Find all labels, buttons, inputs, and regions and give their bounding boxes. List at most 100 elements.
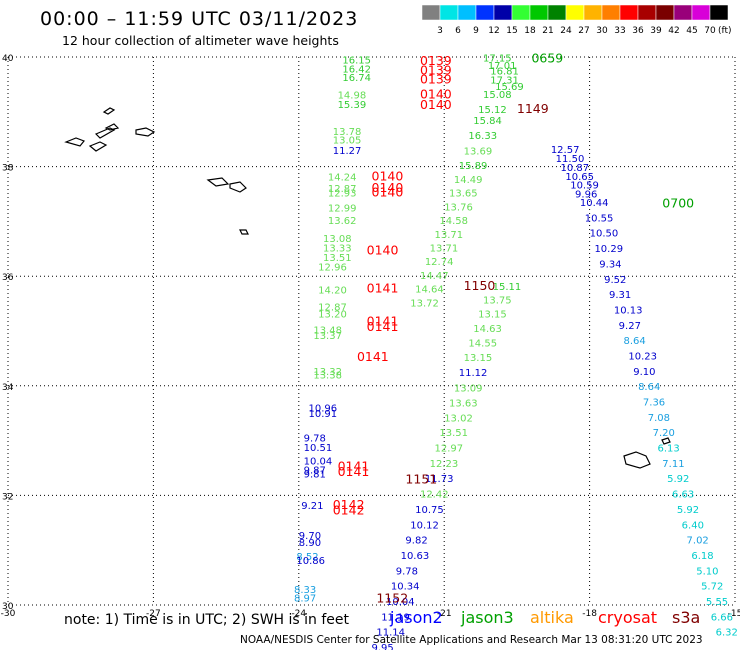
- swh-value-label: 16.81: [490, 67, 519, 78]
- island-outline: [94, 127, 116, 139]
- island-outline: [104, 123, 120, 131]
- swh-value-label: 9.10: [633, 367, 655, 378]
- pass-time-label: 0141: [367, 281, 399, 296]
- island-outline: [135, 127, 156, 137]
- map-title: 00:00 – 11:59 UTC 03/11/2023: [40, 8, 359, 30]
- swh-value-label: 11.27: [333, 146, 362, 157]
- pass-time-label: 1149: [517, 101, 549, 116]
- swh-value-label: 16.42: [342, 64, 371, 75]
- swh-value-label: 6.13: [657, 444, 679, 455]
- swh-value-label: 8.64: [624, 336, 646, 347]
- island-outline: [102, 107, 116, 115]
- island-outline: [206, 177, 230, 187]
- swh-value-label: 10.65: [565, 172, 594, 183]
- lon-tick-label: -15: [728, 609, 740, 619]
- pass-time-label: 0142: [333, 497, 365, 512]
- swh-value-label: 9.87: [304, 465, 326, 476]
- swh-value-label: 13.38: [313, 371, 342, 382]
- swh-value-label: 12.93: [328, 189, 357, 200]
- swh-value-label: 13.37: [313, 331, 342, 342]
- pass-time-label: 0140: [420, 97, 452, 112]
- pass-time-label: 1151: [405, 471, 437, 486]
- pass-time-label: 0139: [420, 71, 452, 86]
- legend-jason3: jason3: [461, 608, 514, 627]
- swh-value-label: 13.69: [464, 147, 493, 158]
- swh-value-label: 13.71: [430, 244, 459, 255]
- map-subtitle: 12 hour collection of altimeter wave hei…: [62, 33, 339, 48]
- swh-value-label: 10.87: [561, 163, 590, 174]
- swh-value-label: 5.10: [696, 566, 718, 577]
- swh-value-label: 15.84: [473, 116, 502, 127]
- swh-value-label: 15.12: [478, 105, 507, 116]
- swh-value-label: 17.15: [483, 53, 512, 64]
- swh-value-label: 10.13: [614, 305, 643, 316]
- swh-value-label: 9.52: [604, 275, 626, 286]
- swh-value-label: 10.23: [628, 351, 657, 362]
- swh-value-label: 13.71: [435, 230, 464, 241]
- swh-value-label: 14.20: [318, 286, 347, 297]
- scale-label: 12: [488, 26, 499, 35]
- swh-value-label: 14.63: [473, 324, 502, 335]
- swh-value-label: 14.55: [468, 338, 497, 349]
- swh-value-label: 11.19: [381, 612, 410, 623]
- scale-swatch: [709, 5, 729, 21]
- swh-value-label: 5.92: [677, 505, 699, 516]
- swh-value-label: 6.18: [691, 551, 713, 562]
- swh-value-label: 5.72: [701, 582, 723, 593]
- lat-tick-label: 36: [2, 273, 14, 283]
- island-outline: [623, 451, 651, 469]
- lon-tick-label: -27: [146, 609, 161, 619]
- pass-time-label: 0140: [367, 242, 399, 257]
- pass-time-label: 0700: [662, 196, 694, 211]
- swh-value-label: 11.73: [425, 474, 454, 485]
- island-outline: [64, 137, 85, 147]
- swh-value-label: 10.91: [308, 409, 337, 420]
- swh-value-label: 14.49: [454, 175, 483, 186]
- swh-value-label: 12.23: [430, 459, 459, 470]
- scale-label: 70: [704, 26, 716, 35]
- scale-label: 45: [686, 26, 697, 35]
- swh-value-label: 16.15: [342, 56, 371, 67]
- legend-jason2: jason2: [390, 608, 443, 627]
- scale-label: 27: [578, 26, 589, 35]
- island-outline: [239, 229, 249, 235]
- swh-value-label: 10.96: [308, 404, 337, 415]
- swh-value-label: 10.86: [296, 556, 325, 567]
- scale-label: 39: [650, 26, 662, 35]
- swh-value-label: 10.29: [594, 244, 623, 255]
- swh-value-label: 9.82: [405, 536, 427, 547]
- swh-value-label: 10.34: [391, 582, 420, 593]
- swh-value-label: 9.96: [575, 189, 597, 200]
- swh-value-label: 10.12: [410, 520, 439, 531]
- swh-value-label: 13.72: [410, 298, 439, 309]
- swh-value-label: 13.20: [318, 309, 347, 320]
- swh-value-label: 13.32: [313, 367, 342, 378]
- swh-value-label: 7.36: [643, 398, 665, 409]
- swh-value-label: 6.40: [682, 520, 704, 531]
- pass-time-label: 1150: [464, 278, 496, 293]
- swh-value-label: 11.50: [556, 154, 585, 165]
- swh-value-label: 13.63: [449, 399, 478, 410]
- swh-value-label: 5.55: [706, 597, 728, 608]
- swh-value-label: 13.75: [483, 296, 512, 307]
- scale-label: 36: [632, 26, 644, 35]
- swh-value-label: 6.66: [711, 612, 733, 623]
- swh-value-label: 14.98: [338, 91, 367, 102]
- swh-value-label: 6.32: [716, 628, 738, 639]
- swh-value-label: 17.31: [490, 75, 519, 86]
- scale-label: 9: [473, 26, 479, 35]
- lon-tick-label: -21: [437, 609, 452, 619]
- swh-value-label: 10.55: [585, 213, 614, 224]
- swh-value-label: 6.63: [672, 490, 694, 501]
- swh-value-label: 10.50: [590, 229, 619, 240]
- swh-value-label: 12.87: [328, 184, 357, 195]
- swh-value-label: 15.39: [338, 100, 367, 111]
- pass-time-label: 1152: [376, 590, 408, 605]
- lat-tick-label: 30: [2, 602, 14, 612]
- scale-label: 3: [437, 26, 443, 35]
- swh-value-label: 13.15: [464, 353, 493, 364]
- swh-value-label: 5.92: [667, 474, 689, 485]
- lon-tick-label: -30: [1, 609, 16, 619]
- swh-value-label: 9.78: [396, 566, 418, 577]
- lat-tick-label: 34: [2, 383, 14, 393]
